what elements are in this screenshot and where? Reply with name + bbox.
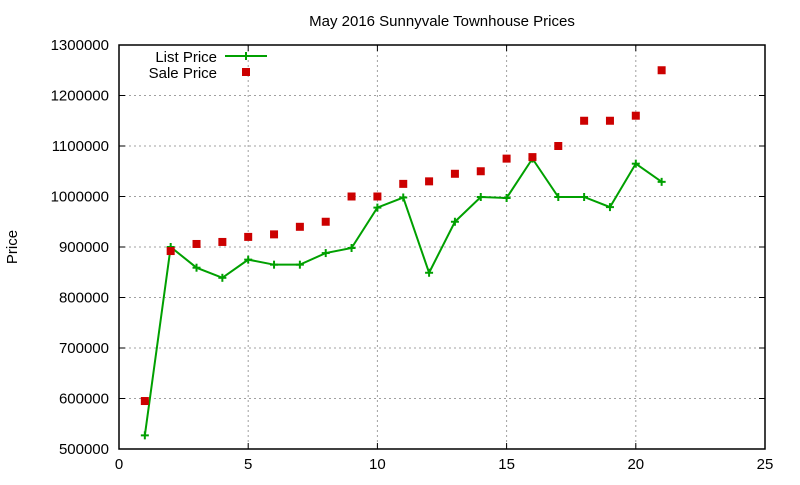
y-tick-label: 1000000 [51, 189, 109, 206]
x-tick-label: 5 [244, 456, 252, 473]
y-tick-label: 1100000 [52, 138, 109, 155]
square-marker-icon [476, 167, 485, 176]
square-marker-icon [218, 237, 227, 246]
x-tick-label: 15 [498, 456, 515, 473]
data-series [140, 66, 666, 440]
square-marker-icon [244, 232, 253, 241]
square-marker-icon [502, 154, 511, 163]
x-tick-label: 0 [115, 456, 123, 473]
y-axis-ticks: 500000 600000 700000 800000 900000 1000000 110… [51, 37, 765, 458]
y-tick-label: 1300000 [51, 37, 109, 54]
square-marker-icon [192, 239, 201, 248]
y-tick-label: 1200000 [51, 88, 109, 105]
square-marker-icon [242, 68, 250, 76]
y-tick-label: 500000 [59, 441, 109, 458]
square-marker-icon [554, 142, 563, 150]
legend: List Price Sale Price [149, 49, 267, 82]
y-tick-label: 900000 [59, 239, 109, 256]
square-marker-icon [631, 111, 640, 120]
square-marker-icon [166, 247, 175, 256]
y-tick-label: 600000 [59, 391, 109, 408]
square-marker-icon [321, 217, 330, 226]
series-list-price [140, 154, 666, 440]
y-tick-label: 800000 [59, 290, 109, 307]
square-marker-icon [580, 116, 589, 125]
square-marker-icon [399, 179, 408, 188]
square-marker-icon [605, 116, 614, 125]
x-tick-label: 10 [369, 456, 386, 473]
square-marker-icon [528, 153, 537, 162]
legend-label-sale-price: Sale Price [149, 65, 217, 82]
x-tick-label: 20 [627, 456, 644, 473]
chart-title: May 2016 Sunnyvale Townhouse Prices [309, 13, 575, 30]
square-marker-icon [425, 177, 434, 186]
square-marker-icon [140, 397, 149, 406]
legend-label-list-price: List Price [155, 49, 217, 66]
square-marker-icon [270, 230, 279, 239]
legend-list-price-line-icon [225, 52, 267, 60]
square-marker-icon [295, 222, 304, 231]
y-tick-label: 700000 [59, 340, 109, 357]
series-sale-price [140, 66, 666, 406]
square-marker-icon [347, 192, 356, 201]
square-marker-icon [657, 66, 666, 75]
grid-lines [119, 45, 765, 449]
x-axis-ticks: 0 5 10 15 20 25 [115, 45, 774, 473]
x-tick-label: 25 [757, 456, 774, 473]
square-marker-icon [450, 169, 459, 178]
legend-sale-price-square-icon [242, 68, 250, 76]
square-marker-icon [373, 192, 382, 201]
y-axis-label: Price [4, 230, 21, 264]
